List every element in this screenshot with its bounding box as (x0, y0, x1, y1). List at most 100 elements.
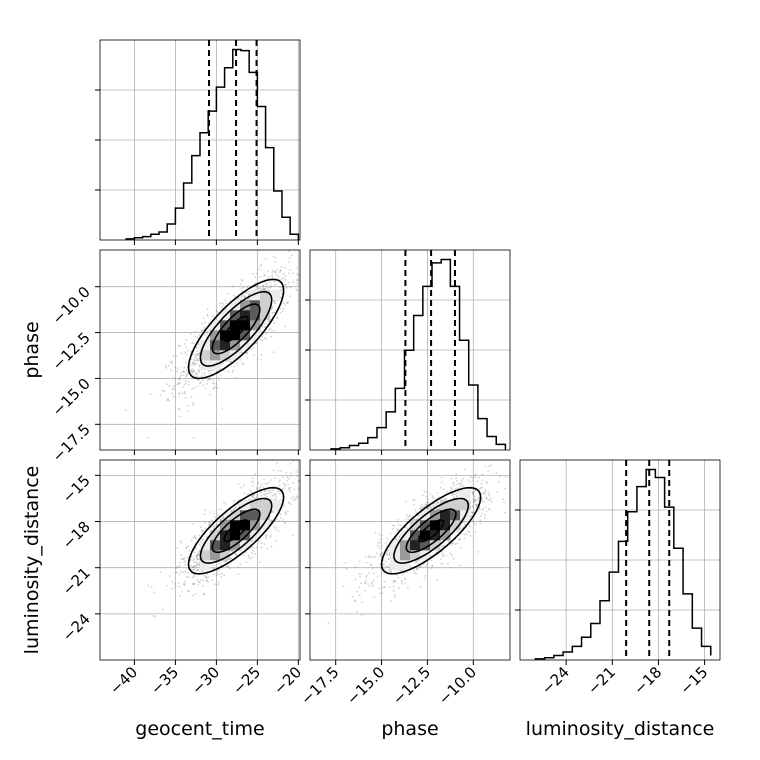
scatter-point (205, 579, 208, 582)
scatter-point (477, 510, 479, 513)
scatter-point (361, 601, 363, 604)
scatter-point (232, 507, 235, 510)
scatter-point (198, 370, 200, 373)
scatter-point (222, 303, 224, 305)
scatter-point (464, 523, 467, 526)
scatter-point (481, 473, 484, 476)
scatter-point (490, 500, 493, 503)
xtick-label-luminosity-distance: −21 (584, 663, 619, 698)
scatter-point (383, 580, 386, 583)
scatter-point (251, 495, 254, 498)
scatter-point (284, 304, 286, 307)
scatter-point (413, 570, 415, 573)
scatter-point (254, 473, 256, 476)
density-bin (270, 290, 281, 301)
scatter-point (212, 573, 215, 576)
scatter-point (269, 281, 271, 284)
scatter-point (191, 594, 194, 597)
scatter-point (176, 370, 179, 373)
scatter-point (314, 456, 316, 458)
scatter-point (220, 364, 222, 367)
scatter-point (190, 396, 193, 398)
scatter-point (274, 528, 276, 531)
scatter-point (282, 277, 285, 279)
scatter-point (384, 541, 387, 544)
scatter-point (213, 564, 216, 567)
scatter-point (233, 508, 235, 511)
scatter-point (300, 278, 302, 280)
density-bin (230, 320, 241, 331)
scatter-point (159, 394, 162, 397)
scatter-point (220, 508, 223, 511)
scatter-point (274, 283, 277, 286)
scatter-point (381, 551, 383, 554)
contour-level (187, 278, 285, 380)
scatter-point (209, 521, 211, 524)
scatter-point (358, 560, 361, 563)
scatter-point (246, 352, 249, 354)
scatter-point (413, 518, 415, 521)
scatter-point (449, 552, 452, 555)
scatter-point (225, 360, 228, 363)
scatter-point (199, 382, 201, 385)
scatter-point (180, 554, 182, 557)
scatter-point (474, 530, 477, 533)
scatter-point (287, 483, 289, 486)
scatter-point (459, 538, 461, 540)
scatter-point (248, 290, 250, 293)
scatter-point (262, 284, 265, 287)
scatter-point (198, 543, 201, 546)
scatter-point (266, 283, 268, 286)
scatter-point (256, 493, 259, 496)
scatter-point (182, 558, 185, 560)
scatter-point (272, 256, 275, 258)
scatter-point (204, 374, 206, 377)
scatter-point (270, 286, 272, 289)
xtick-label-phase: −17.5 (297, 663, 342, 708)
scatter-point (379, 553, 381, 556)
scatter-point (193, 373, 196, 376)
scatter-point (168, 399, 170, 402)
scatter-point (212, 527, 215, 530)
scatter-point (452, 482, 454, 485)
scatter-point (425, 501, 428, 504)
scatter-point (194, 362, 197, 365)
scatter-point (215, 574, 218, 576)
scatter-point (248, 293, 251, 296)
scatter-point (485, 510, 488, 513)
contour-level (223, 315, 249, 343)
scatter-point (178, 573, 180, 576)
scatter-point (207, 378, 210, 381)
density-bin (200, 340, 211, 351)
scatter-point (201, 570, 204, 572)
scatter-point (484, 490, 486, 493)
scatter-point (178, 564, 181, 567)
scatter-point (386, 537, 389, 540)
scatter-point (203, 593, 206, 596)
scatter-point (232, 369, 235, 372)
scatter-point (400, 579, 403, 582)
scatter-point (212, 382, 214, 384)
scatter-point (376, 575, 379, 578)
scatter-point (279, 269, 282, 272)
scatter-point (397, 518, 399, 521)
scatter-point (193, 561, 196, 563)
scatter-point (230, 361, 232, 363)
scatter-point (473, 500, 476, 502)
scatter-point (203, 334, 206, 336)
scatter-point (379, 563, 382, 565)
scatter-point (354, 600, 357, 602)
scatter-point (287, 477, 290, 480)
scatter-point (193, 369, 196, 372)
scatter-point (302, 494, 304, 496)
density-bin (200, 350, 211, 361)
scatter-point (253, 497, 256, 500)
scatter-point (481, 479, 484, 482)
scatter-point (392, 581, 395, 584)
scatter-point (234, 506, 237, 509)
scatter-point (195, 547, 198, 549)
scatter-point (173, 388, 175, 391)
scatter-point (254, 282, 257, 284)
density-panel-geocent-time-luminosity-distance: −40 −35 −30 −25 −20−24−21−18−15 (59, 456, 316, 698)
scatter-point (195, 564, 198, 567)
